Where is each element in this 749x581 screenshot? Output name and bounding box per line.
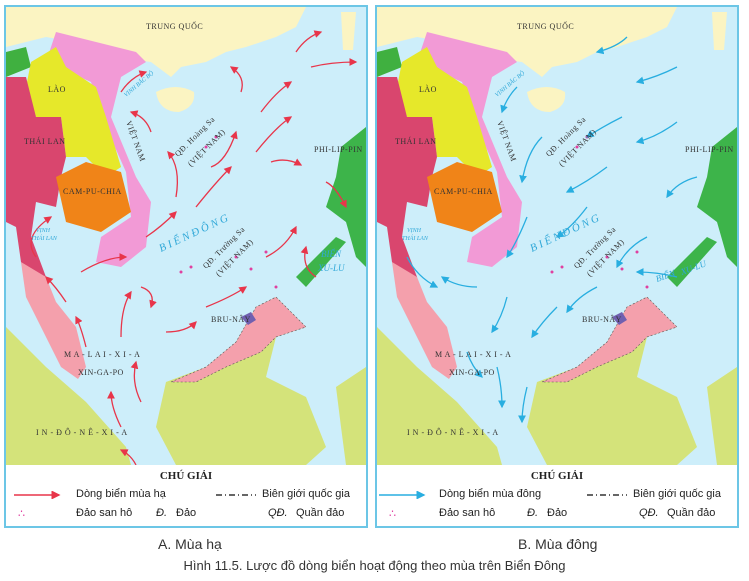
current-arrow-icon xyxy=(379,491,426,499)
svg-text:THÁI LAN: THÁI LAN xyxy=(31,234,58,242)
figure-caption: Hình 11.5. Lược đồ dòng biển hoạt động t… xyxy=(183,558,566,573)
island-abbr: Đ. xyxy=(156,507,167,519)
caption-winter: B. Mùa đông xyxy=(518,536,598,552)
svg-text:LÀO: LÀO xyxy=(419,84,437,94)
svg-text:XU-LU: XU-LU xyxy=(317,263,345,273)
island-abbr: Đ. xyxy=(527,507,538,519)
legend: CHÚ GIẢI Dòng biển mùa đông Biên giới qu… xyxy=(377,467,737,527)
border-line-icon xyxy=(216,494,256,496)
coral-island-icon: ∴ xyxy=(389,508,396,520)
current-arrow-icon xyxy=(14,491,61,499)
svg-text:BRU-NÂY: BRU-NÂY xyxy=(211,314,251,324)
coral-island-icon: ∴ xyxy=(18,508,25,520)
legend-coral: Đảo san hô xyxy=(439,507,496,519)
legend-border: Biên giới quốc gia xyxy=(633,488,721,500)
summer-currents-map: TRUNG QUỐC LÀO THÁI LAN VIỆT NAM CAM-PU-… xyxy=(6,7,366,465)
legend-coral: Đảo san hô xyxy=(76,507,133,519)
svg-text:TRUNG QUỐC: TRUNG QUỐC xyxy=(517,21,574,31)
svg-text:CAM-PU-CHIA: CAM-PU-CHIA xyxy=(63,187,122,196)
svg-text:I N - Đ Ô - N Ê - X I - A: I N - Đ Ô - N Ê - X I - A xyxy=(407,427,499,437)
border-line-icon xyxy=(587,494,627,496)
svg-text:VỊNH: VỊNH xyxy=(36,228,51,234)
archipelago-abbr: QĐ. xyxy=(268,507,288,519)
svg-text:I N - Đ Ô - N Ê - X I - A: I N - Đ Ô - N Ê - X I - A xyxy=(36,427,128,437)
svg-text:BRU-NÂY: BRU-NÂY xyxy=(582,314,622,324)
svg-text:M A - L A I - X I - A: M A - L A I - X I - A xyxy=(64,350,140,359)
winter-current-arrows xyxy=(406,36,698,424)
svg-text:CAM-PU-CHIA: CAM-PU-CHIA xyxy=(434,187,493,196)
svg-text:M A - L A I - X I - A: M A - L A I - X I - A xyxy=(435,350,511,359)
summer-current-arrows xyxy=(30,30,358,465)
svg-text:TRUNG QUỐC: TRUNG QUỐC xyxy=(146,21,203,31)
winter-currents-map: TRUNG QUỐC LÀO THÁI LAN VIỆT NAM CAM-PU-… xyxy=(377,7,737,465)
svg-text:LÀO: LÀO xyxy=(48,84,66,94)
legend-title: CHÚ GIẢI xyxy=(159,470,213,482)
svg-text:XIN-GA-PO: XIN-GA-PO xyxy=(449,368,495,377)
svg-text:THÁI LAN: THÁI LAN xyxy=(402,234,429,242)
legend-title: CHÚ GIẢI xyxy=(530,470,584,482)
archipelago-abbr: QĐ. xyxy=(639,507,659,519)
svg-text:PHI-LIP-PIN: PHI-LIP-PIN xyxy=(685,145,734,154)
svg-text:XIN-GA-PO: XIN-GA-PO xyxy=(78,368,124,377)
svg-text:VỊNH: VỊNH xyxy=(407,228,422,234)
legend-archipelago: Quần đảo xyxy=(296,507,345,519)
caption-summer: A. Mùa hạ xyxy=(158,536,222,552)
map-panel-winter: TRUNG QUỐC LÀO THÁI LAN VIỆT NAM CAM-PU-… xyxy=(375,5,739,528)
svg-text:BIỂN: BIỂN xyxy=(321,249,342,259)
legend-current: Dòng biển mùa đông xyxy=(439,488,542,500)
legend-border: Biên giới quốc gia xyxy=(262,488,350,500)
svg-text:THÁI LAN: THÁI LAN xyxy=(395,136,437,146)
legend: CHÚ GIẢI Dòng biển mùa hạ Biên giới quốc… xyxy=(6,467,366,527)
legend-island: Đảo xyxy=(176,507,197,519)
legend-island: Đảo xyxy=(547,507,568,519)
map-panel-summer: TRUNG QUỐC LÀO THÁI LAN VIỆT NAM CAM-PU-… xyxy=(4,5,368,528)
legend-current: Dòng biển mùa hạ xyxy=(76,488,166,500)
svg-text:PHI-LIP-PIN: PHI-LIP-PIN xyxy=(314,145,363,154)
legend-archipelago: Quần đảo xyxy=(667,507,716,519)
svg-text:THÁI LAN: THÁI LAN xyxy=(24,136,66,146)
